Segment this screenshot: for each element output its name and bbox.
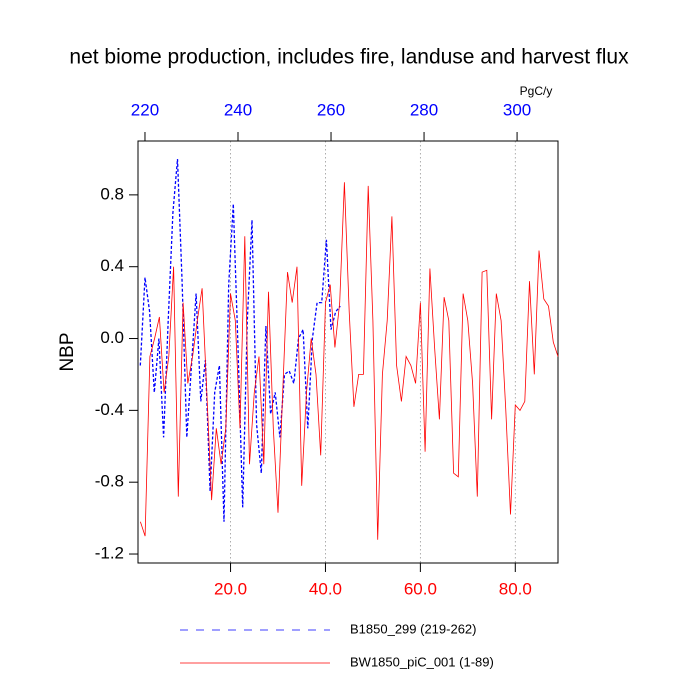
x2-tick-label: 260 <box>317 100 345 119</box>
x2-tick-label: 220 <box>131 100 159 119</box>
y-tick-label: 0.0 <box>100 328 124 347</box>
y-axis-label: NBP <box>57 332 78 371</box>
x-tick-label: 40.0 <box>309 579 342 598</box>
units-label: PgC/y <box>520 84 553 98</box>
legend-label: B1850_299 (219-262) <box>350 621 477 636</box>
x-tick-label: 80.0 <box>499 579 532 598</box>
x-tick-label: 60.0 <box>404 579 437 598</box>
x2-tick-label: 240 <box>224 100 252 119</box>
series-line <box>139 158 341 522</box>
x2-tick-label: 300 <box>503 100 531 119</box>
legend-label: BW1850_piC_001 (1-89) <box>350 654 494 669</box>
y-tick-label: -0.8 <box>95 472 124 491</box>
plot-frame <box>137 140 559 564</box>
y-tick-label: -1.2 <box>95 544 124 563</box>
series-line <box>140 182 559 540</box>
x-tick-label: 20.0 <box>214 579 247 598</box>
x2-tick-label: 280 <box>410 100 438 119</box>
chart-title: net biome production, includes fire, lan… <box>69 46 629 69</box>
y-tick-label: 0.8 <box>100 184 124 203</box>
y-tick-label: -0.4 <box>95 400 124 419</box>
y-tick-label: 0.4 <box>100 256 124 275</box>
